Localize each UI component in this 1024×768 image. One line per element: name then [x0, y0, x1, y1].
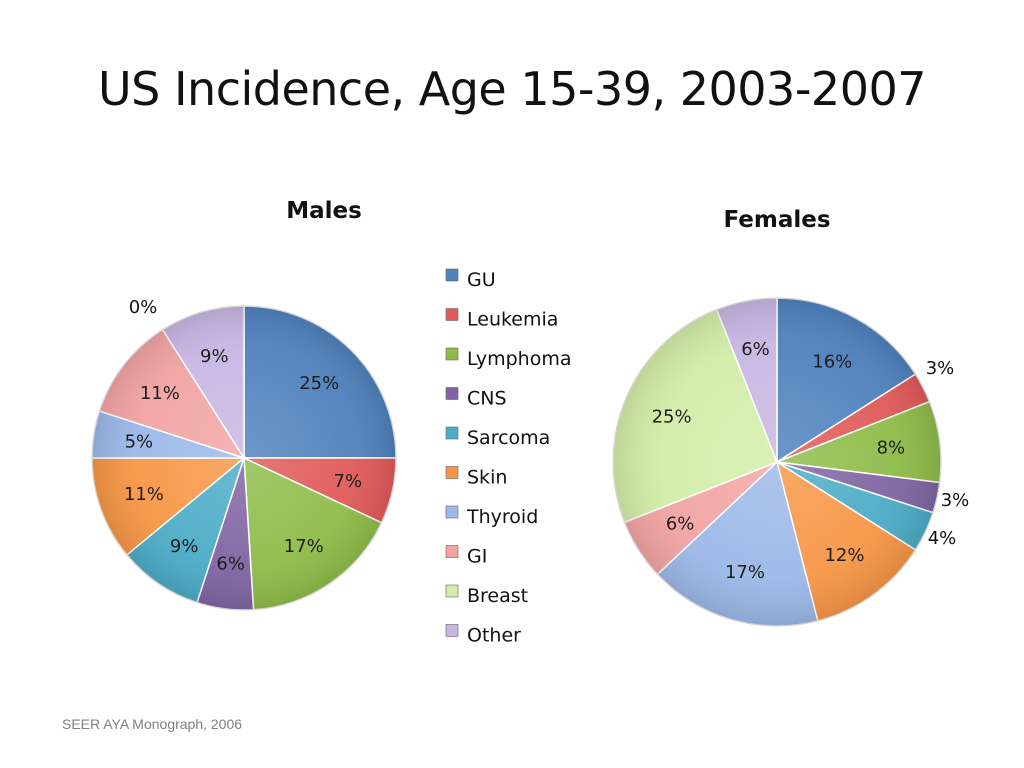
- females-label-leukemia: 3%: [926, 358, 955, 379]
- legend-label-lymphoma: Lymphoma: [467, 348, 571, 370]
- females-label-skin: 12%: [824, 545, 864, 566]
- females-label-cns: 3%: [941, 490, 970, 511]
- legend-swatch-breast: [445, 584, 459, 598]
- legend-label-thyroid: Thyroid: [466, 506, 538, 528]
- legend-swatch-other: [445, 624, 459, 637]
- females-pie-outline: [612, 297, 942, 627]
- females-label-other: 6%: [741, 339, 770, 360]
- females-label-breast: 25%: [652, 406, 692, 427]
- females-pie-chart: Females 16% 3% 8% 3% 4% 12% 17% 6% 25% 6%: [612, 207, 970, 627]
- males-label-skin: 11%: [124, 484, 164, 505]
- males-label-breast: 0%: [129, 297, 158, 318]
- legend-label-leukemia: Leukemia: [467, 309, 558, 331]
- legend-label-breast: Breast: [467, 585, 528, 607]
- legend-label-other: Other: [467, 625, 521, 647]
- legend-label-skin: Skin: [467, 467, 507, 489]
- males-label-lymphoma: 17%: [284, 536, 324, 557]
- legend-swatch-sarcoma: [445, 426, 459, 440]
- females-label-thyroid: 17%: [725, 562, 765, 583]
- legend-label-sarcoma: Sarcoma: [467, 427, 550, 449]
- legend-swatch-leukemia: [445, 308, 459, 321]
- slide-title: US Incidence, Age 15-39, 2003-2007: [97, 62, 927, 116]
- females-label-lymphoma: 8%: [877, 438, 906, 459]
- females-chart-title: Females: [723, 207, 830, 233]
- legend-swatch-thyroid: [445, 505, 459, 519]
- males-pie-outline: [91, 305, 397, 611]
- males-pie-chart: Males 25% 7% 17% 6% 9% 11% 5% 11% 0% 9%: [91, 198, 397, 611]
- males-label-gi: 11%: [140, 383, 180, 404]
- legend-swatch-gu: [445, 268, 459, 282]
- females-label-gi: 6%: [666, 514, 695, 535]
- legend-swatch-skin: [445, 466, 459, 479]
- males-label-cns: 6%: [216, 554, 245, 575]
- source-note: SEER AYA Monograph, 2006: [62, 716, 243, 732]
- males-label-leukemia: 7%: [334, 471, 363, 492]
- legend-swatch-gi: [445, 545, 459, 558]
- legend-swatch-lymphoma: [445, 347, 459, 361]
- females-label-gu: 16%: [812, 351, 852, 372]
- males-chart-title: Males: [286, 198, 362, 224]
- legend-label-gi: GI: [467, 546, 487, 568]
- legend: GU Leukemia Lymphoma CNS Sarcoma Skin Thyroid G…: [445, 268, 571, 647]
- legend-label-gu: GU: [467, 269, 496, 291]
- legend-swatch-cns: [445, 387, 459, 400]
- males-label-gu: 25%: [299, 373, 339, 394]
- males-label-other: 9%: [200, 346, 229, 367]
- females-label-sarcoma: 4%: [928, 528, 957, 549]
- males-label-thyroid: 5%: [125, 431, 154, 452]
- legend-label-cns: CNS: [467, 388, 507, 410]
- males-label-sarcoma: 9%: [170, 536, 199, 557]
